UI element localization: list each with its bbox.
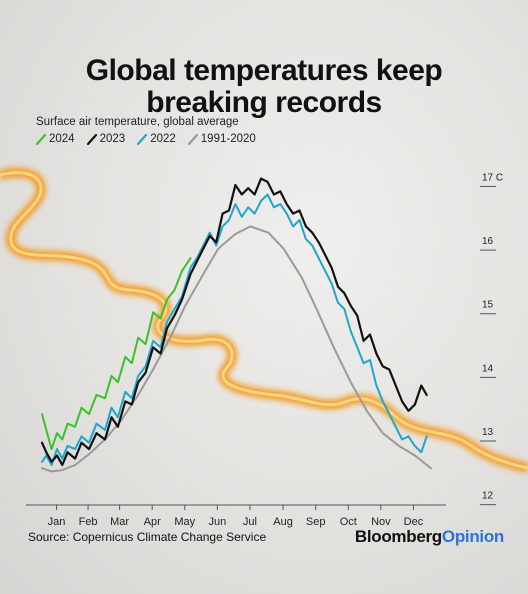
x-tick-label-apr: Apr (144, 516, 161, 528)
x-tick-label-mar: Mar (110, 516, 129, 528)
series-line-2023 (40, 177, 428, 467)
legend-item-1991-2020: 1991-2020 (187, 133, 256, 145)
y-tick-label-14: 14 (482, 363, 494, 374)
x-tick-label-dec: Dec (404, 516, 424, 528)
series-line-1991-2020 (41, 225, 432, 473)
brand-part-1: Bloomberg (354, 527, 442, 546)
source-note: Source: Copernicus Climate Change Servic… (28, 530, 267, 544)
legend-swatch-1991-2020 (187, 133, 198, 145)
legend-item-2024: 2024 (36, 133, 75, 145)
legend-item-2022: 2022 (137, 133, 176, 145)
chart-title-line-1: Global temperatures keep (85, 54, 443, 87)
legend-swatch-2022 (137, 133, 148, 145)
chart-legend: 2024 2023 2022 1991-2020 (36, 133, 256, 145)
brand-part-2: Opinion (441, 527, 504, 546)
series-line-2022 (41, 193, 428, 466)
x-tick-label-nov: Nov (371, 516, 391, 528)
x-tick-label-jan: Jan (48, 516, 66, 528)
x-tick-label-jun: Jun (208, 516, 226, 528)
x-tick-label-may: May (174, 516, 195, 528)
y-tick-label-13: 13 (482, 427, 494, 438)
series-line-2024 (41, 257, 192, 451)
y-tick-label-15: 15 (482, 300, 494, 311)
chart-title-line-2: breaking records (146, 86, 382, 119)
x-tick-label-aug: Aug (273, 516, 293, 528)
x-tick-label-sep: Sep (306, 516, 326, 528)
legend-label-1991-2020: 1991-2020 (200, 133, 256, 145)
legend-label-2024: 2024 (49, 133, 75, 145)
legend-item-2023: 2023 (86, 133, 126, 145)
chart-subtitle: Surface air temperature, global average (36, 116, 239, 128)
legend-swatch-2024 (36, 133, 46, 145)
legend-label-2022: 2022 (150, 133, 176, 145)
y-tick-label-12: 12 (482, 491, 494, 502)
x-tick-label-jul: Jul (243, 516, 257, 528)
chart-title: Global temperatures keep breaking record… (0, 55, 528, 119)
x-tick-label-oct: Oct (340, 516, 357, 528)
y-tick-label-17: 17 C (482, 172, 503, 183)
y-tick-label-16: 16 (482, 236, 494, 247)
legend-label-2023: 2023 (99, 133, 126, 145)
x-tick-label-feb: Feb (79, 516, 98, 528)
legend-swatch-2023 (86, 133, 97, 145)
bloomberg-opinion-logo: BloombergOpinion (355, 527, 504, 547)
